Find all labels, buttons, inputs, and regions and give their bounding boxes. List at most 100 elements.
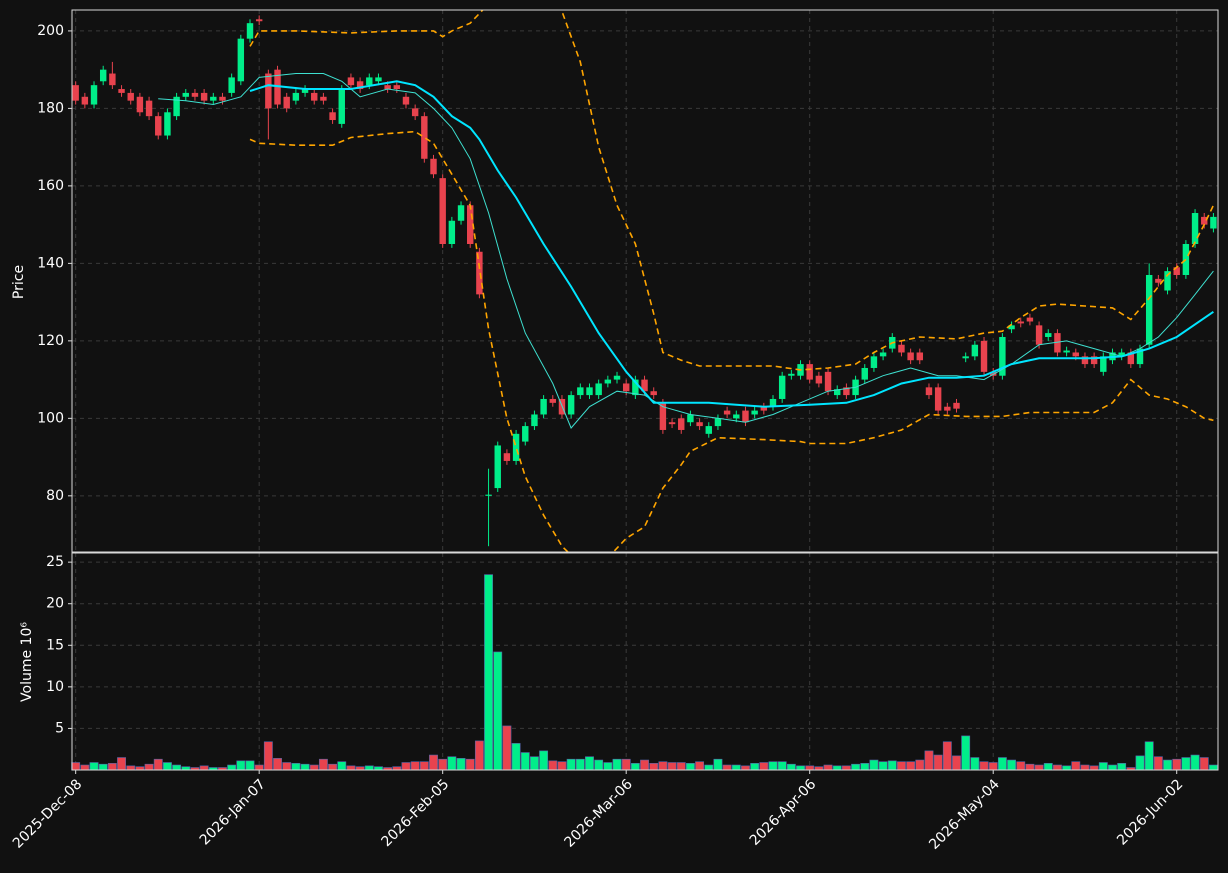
candle-body <box>1090 356 1098 365</box>
x-tick-label: 2026-Jan-07 <box>197 776 269 848</box>
volume-bar <box>786 763 796 771</box>
volume-bar <box>924 750 934 771</box>
y-tick-label: 160 <box>37 178 64 194</box>
volume-bar <box>796 765 805 771</box>
candle-body <box>668 422 676 425</box>
volume-bar <box>1080 764 1090 771</box>
candle-body <box>81 96 89 105</box>
candle-body <box>980 340 988 372</box>
candle-body <box>439 178 446 245</box>
candle-body <box>200 92 208 101</box>
candle-body <box>145 100 153 117</box>
volume-bar <box>1190 754 1200 771</box>
volume-bar <box>667 762 677 771</box>
volume-bar <box>685 763 695 771</box>
volume-bar <box>988 762 998 771</box>
volume-bar <box>741 765 750 771</box>
volume-bar <box>603 762 613 771</box>
candle-body <box>255 19 263 22</box>
volume-bar <box>172 764 182 771</box>
candle-body <box>448 220 456 245</box>
candle-body <box>577 387 584 396</box>
volume-bar <box>695 761 705 771</box>
volume-bar <box>1153 756 1163 771</box>
price-panel-frame <box>71 9 1219 553</box>
candle-body <box>503 453 511 461</box>
volume-bar <box>245 760 255 771</box>
volume-bar <box>1016 761 1026 771</box>
candle-body <box>72 85 79 101</box>
candle-body <box>127 92 134 101</box>
volume-bar <box>1062 765 1072 771</box>
candle-body <box>999 336 1006 376</box>
price-axis-label: Price <box>11 265 27 299</box>
volume-bar <box>970 757 980 771</box>
volume-bar <box>465 758 475 771</box>
candle-body <box>191 92 199 97</box>
candle-body <box>182 92 189 97</box>
candle-body <box>109 73 116 86</box>
x-tick-label: 2026-May-04 <box>926 776 1003 853</box>
candle-body <box>760 406 768 411</box>
candle-body <box>494 445 501 489</box>
candle-body <box>540 398 547 415</box>
volume-bar <box>520 752 530 771</box>
volume-bar <box>254 764 264 771</box>
volume-bar <box>438 758 448 771</box>
volume-bar <box>300 763 310 771</box>
candle-body <box>898 344 905 353</box>
candle-body <box>650 391 657 396</box>
x-tick-label: 2026-Jun-02 <box>1114 776 1186 848</box>
y-tick-label: 140 <box>37 255 64 271</box>
volume-bar <box>291 763 301 771</box>
volume-bar <box>273 758 282 771</box>
candle-body <box>155 116 162 136</box>
candle-body <box>118 89 125 93</box>
candle-body <box>595 383 602 396</box>
candle-body <box>402 96 410 105</box>
volume-bar <box>447 756 457 771</box>
volume-tick-label: 15 <box>46 637 64 653</box>
volume-bar <box>71 762 81 771</box>
volume-bar <box>318 758 328 771</box>
volume-bar <box>337 761 347 771</box>
volume-bar <box>1034 764 1044 771</box>
candle-body <box>604 379 612 384</box>
candle-body <box>1201 216 1208 225</box>
volume-bar <box>410 761 420 771</box>
candle-body <box>879 352 887 357</box>
volume-bar <box>649 763 659 771</box>
volume-bar <box>493 651 503 771</box>
candle-body <box>705 426 712 434</box>
candle-body <box>1136 348 1144 365</box>
candle-body <box>659 402 667 430</box>
y-tick-label: 80 <box>46 488 64 504</box>
candle-body <box>944 406 951 411</box>
volume-bar <box>328 763 338 771</box>
candle-body <box>622 383 630 392</box>
volume-bar <box>126 765 136 771</box>
y-tick-label: 120 <box>37 333 64 349</box>
candle-body <box>393 85 401 90</box>
candle-body <box>861 367 868 380</box>
overlay-lines <box>158 10 1215 552</box>
volume-bar <box>1089 765 1099 771</box>
volume-bar <box>1053 764 1062 771</box>
volume-bar <box>474 740 484 771</box>
candle-body <box>1035 325 1043 345</box>
candle-body <box>567 395 575 415</box>
candle-body <box>90 85 98 105</box>
candle-body <box>834 389 841 396</box>
candle-body <box>1191 213 1199 245</box>
x-tick-label: 2026-Mar-06 <box>562 776 636 850</box>
candle-body <box>457 205 465 221</box>
candle-body <box>301 89 309 93</box>
candle-body <box>421 116 428 159</box>
volume-bar <box>484 574 493 771</box>
volume-bar <box>731 764 741 771</box>
volume-tick-label: 5 <box>55 720 64 736</box>
candle-body <box>549 398 556 403</box>
volume-bar <box>805 765 815 771</box>
volume-bar <box>530 756 539 771</box>
candle-body <box>1173 267 1180 275</box>
